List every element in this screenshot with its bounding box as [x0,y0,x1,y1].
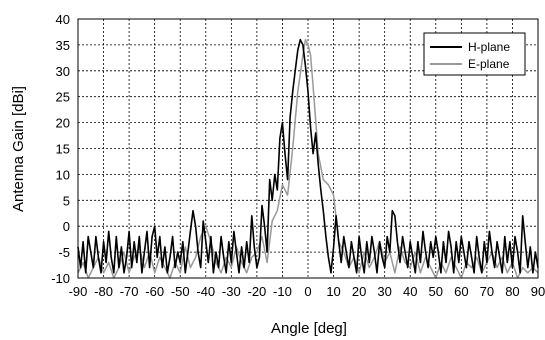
x-tick-label: -60 [145,284,164,299]
legend-label-e-plane: E-plane [468,57,510,71]
y-tick-label: -10 [51,271,70,286]
x-tick-label: -90 [69,284,88,299]
y-tick-label: 20 [56,116,70,131]
x-tick-labels: -90 -80 -70 -60 -50 -40 -30 -20 -10 0 10 20 30 40 50 60… [69,284,545,299]
y-tick-label: 30 [56,64,70,79]
legend-box [423,32,526,76]
y-tick-label: 10 [56,167,70,182]
x-tick-label: 10 [326,284,340,299]
y-tick-label: 25 [56,90,70,105]
y-tick-label: 0 [63,219,70,234]
x-tick-label: 40 [403,284,417,299]
x-tick-label: -40 [196,284,215,299]
x-tick-label: -70 [120,284,139,299]
plot-frame [77,18,539,279]
x-tick-label: 70 [480,284,494,299]
x-tick-label: 90 [531,284,545,299]
x-tick-label: 50 [429,284,443,299]
x-tick-label: -10 [273,284,292,299]
series-line-e-plane [77,38,539,279]
x-tick-label: -80 [94,284,113,299]
series-line-h-plane [77,38,539,274]
y-tick-label: 15 [56,142,70,157]
x-tick-label: -50 [171,284,190,299]
y-axis-label: Antenna Gain [dBi] [10,86,27,212]
x-tick-label: 80 [505,284,519,299]
series-layer [77,38,539,279]
y-tick-label: 35 [56,38,70,53]
legend-label-h-plane: H-plane [468,40,510,54]
x-tick-label: 30 [377,284,391,299]
y-tick-label: 5 [63,193,70,208]
x-axis-label: Angle [deg] [271,320,347,337]
legend: H-plane E-plane [423,32,526,76]
y-tick-label: -5 [58,245,70,260]
y-tick-label: 40 [56,12,70,27]
x-tick-label: 20 [352,284,366,299]
y-tick-labels: -10 -5 0 5 10 15 20 25 30 35 40 [51,12,70,286]
x-tick-label: -20 [247,284,266,299]
x-tick-label: -30 [222,284,241,299]
x-tick-label: 60 [454,284,468,299]
x-tick-label: 0 [304,284,311,299]
